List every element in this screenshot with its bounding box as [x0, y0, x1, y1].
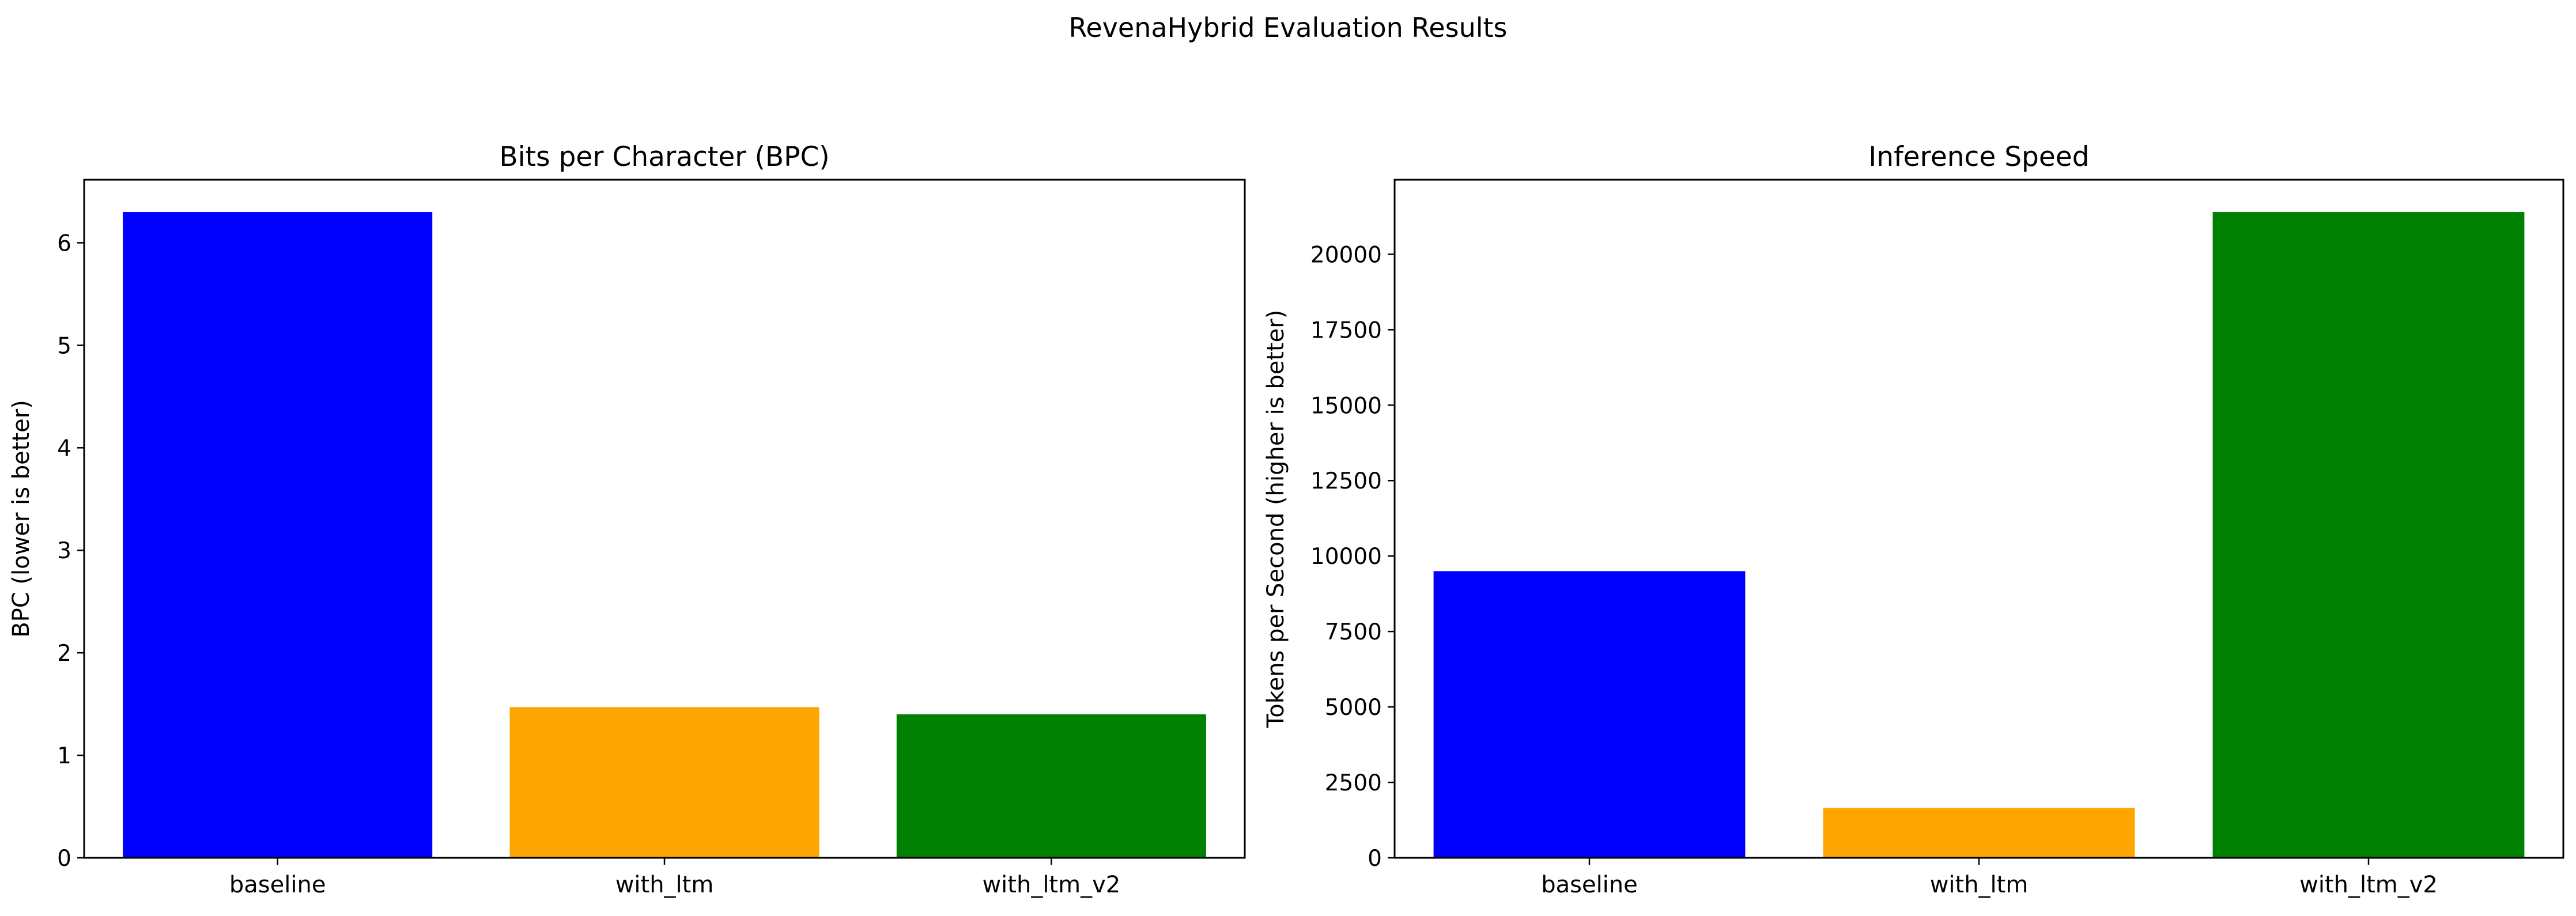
bar-with-ltm	[1823, 808, 2135, 858]
y-tick-label: 10000	[1310, 544, 1382, 570]
bar-chart-2: Inference Speed Tokens per Second (higher…	[1263, 141, 2564, 898]
y-tick-label: 15000	[1310, 393, 1382, 419]
y-tick-label: 0	[1368, 846, 1382, 872]
figure-suptitle: RevenaHybrid Evaluation Results	[1068, 12, 1507, 43]
y-tick-label: 3	[57, 538, 71, 564]
y-axis-label: BPC (lower is better)	[8, 400, 35, 638]
x-tick-label: with_ltm	[1930, 872, 2029, 898]
x-tick-label: with_ltm_v2	[2299, 872, 2438, 898]
y-tick-label: 17500	[1310, 317, 1382, 343]
y-tick-label: 5000	[1325, 695, 1382, 721]
bar-with-ltm	[509, 707, 819, 858]
y-tick-label: 20000	[1310, 242, 1382, 268]
y-tick-label: 12500	[1310, 468, 1382, 494]
bar-with-ltm-v2	[2212, 212, 2525, 858]
y-tick-label: 2500	[1325, 770, 1382, 796]
bar-with-ltm-v2	[896, 714, 1206, 858]
y-tick-label: 6	[57, 230, 71, 256]
bar-baseline	[123, 212, 433, 858]
bar-baseline	[1433, 571, 1746, 858]
axes-frame	[1393, 179, 2564, 859]
axes-frame	[83, 179, 1246, 859]
y-tick-label: 1	[57, 743, 71, 769]
y-tick-label: 5	[57, 333, 71, 359]
plot-area: Bits per Character (BPC) BPC (lower is be…	[8, 141, 2564, 898]
y-tick-label: 7500	[1325, 619, 1382, 645]
x-tick-label: baseline	[1541, 872, 1638, 898]
y-tick-label: 4	[57, 436, 71, 461]
chart-title: Bits per Character (BPC)	[499, 141, 829, 173]
x-tick-label: baseline	[229, 872, 326, 898]
y-tick-label: 2	[57, 641, 71, 667]
x-tick-label: with_ltm	[615, 872, 714, 898]
chart-title: Inference Speed	[1868, 141, 2089, 173]
x-tick-label: with_ltm_v2	[982, 872, 1120, 898]
y-tick-label: 0	[57, 846, 71, 872]
bar-chart-1: Bits per Character (BPC) BPC (lower is be…	[8, 141, 1246, 898]
y-axis-label: Tokens per Second (higher is better)	[1263, 310, 1289, 729]
